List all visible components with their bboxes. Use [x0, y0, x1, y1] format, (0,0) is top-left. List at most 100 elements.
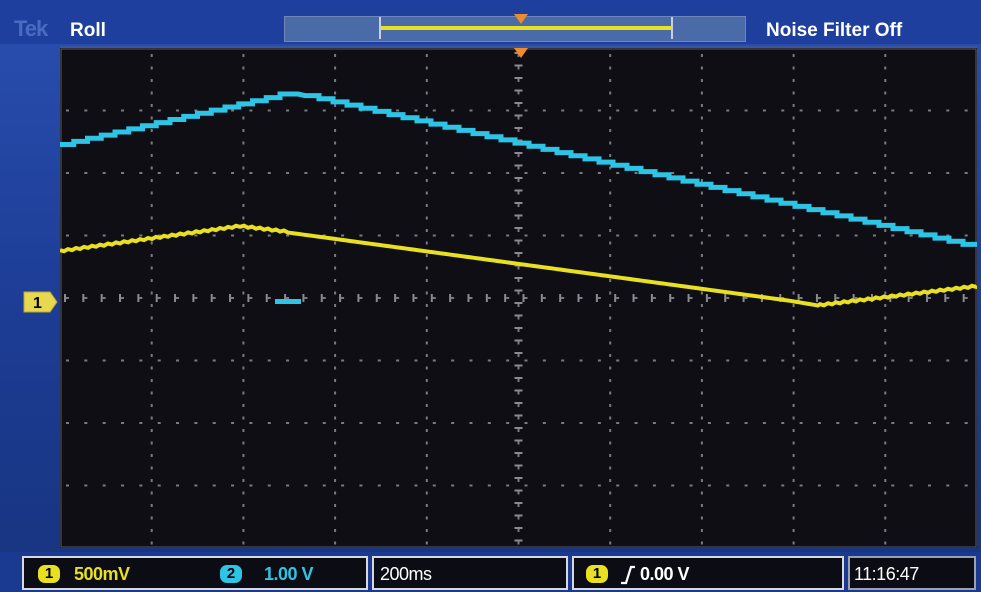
grid-dot	[242, 492, 244, 495]
grid-dot	[286, 485, 289, 487]
grid-dot	[194, 422, 197, 424]
grid-dot	[793, 529, 795, 532]
grid-dot	[525, 422, 528, 424]
grid-dot	[334, 417, 336, 420]
grid-dot	[671, 360, 674, 362]
center-tick	[515, 327, 523, 329]
grid-dot	[151, 292, 153, 295]
grid-dot	[793, 54, 795, 57]
grid-dot	[884, 454, 886, 457]
grid-dot	[701, 279, 703, 282]
grid-dot	[242, 317, 244, 320]
grid-dot	[469, 422, 472, 424]
grid-dot	[763, 172, 766, 174]
grid-dot	[884, 529, 886, 532]
waveform-display[interactable]	[60, 46, 977, 548]
grid-dot	[426, 367, 428, 370]
grid-dot	[609, 217, 611, 220]
grid-dot	[708, 360, 711, 362]
grid-dot	[690, 235, 693, 237]
trigger-source-badge: 1	[586, 565, 608, 583]
grid-dot	[334, 367, 336, 370]
grid-dot	[469, 110, 472, 112]
grid-dot	[701, 154, 703, 157]
grid-dot	[701, 254, 703, 257]
grid-dot	[231, 485, 234, 487]
grid-dot	[396, 485, 399, 487]
vertical-scale-readout[interactable]: 1 500mV 2 1.00 V	[22, 556, 368, 590]
grid-dot	[701, 304, 703, 307]
grid-dot	[121, 485, 124, 487]
grid-dot	[891, 422, 894, 424]
grid-dot	[910, 360, 913, 362]
trigger-position-marker-icon	[514, 48, 528, 58]
grid-dot	[928, 172, 931, 174]
timebase-readout[interactable]: 200ms	[372, 556, 568, 590]
grid-dot	[598, 297, 601, 299]
grid-dot	[66, 297, 69, 299]
grid-dot	[414, 360, 417, 362]
grid-dot	[121, 297, 124, 299]
center-tick	[669, 294, 671, 302]
grid-dot	[414, 485, 417, 487]
grid-dot	[334, 329, 336, 332]
grid-dot	[359, 422, 362, 424]
grid-dot	[884, 504, 886, 507]
grid-dot	[855, 422, 858, 424]
trigger-position-icon	[514, 14, 528, 24]
grid-dot	[653, 110, 656, 112]
grid-dot	[793, 179, 795, 182]
channel-1-ground-marker[interactable]: 1	[22, 290, 58, 314]
grid-dot	[176, 360, 179, 362]
center-tick	[449, 294, 451, 302]
grid-dot	[518, 329, 520, 332]
center-tick	[82, 294, 84, 302]
grid-dot	[151, 454, 153, 457]
grid-dot	[378, 172, 381, 174]
grid-dot	[745, 110, 748, 112]
grid-dot	[414, 297, 417, 299]
grid-dot	[334, 317, 336, 320]
grid-dot	[781, 422, 784, 424]
grid-dot	[965, 297, 968, 299]
grid-dot	[242, 192, 244, 195]
grid-dot	[946, 422, 949, 424]
grid-dot	[151, 467, 153, 470]
grid-dot	[884, 304, 886, 307]
grid-dot	[242, 129, 244, 132]
clock-time: 11:16:47	[854, 564, 919, 585]
grid-dot	[359, 485, 362, 487]
grid-dot	[726, 360, 729, 362]
grid-dot	[855, 172, 858, 174]
grid-dot	[884, 342, 886, 345]
grid-dot	[609, 329, 611, 332]
grid-dot	[378, 485, 381, 487]
grid-dot	[194, 172, 197, 174]
center-tick	[515, 252, 523, 254]
grid-dot	[451, 360, 454, 362]
grid-dot	[793, 192, 795, 195]
grid-dot	[151, 179, 153, 182]
grid-dot	[334, 479, 336, 482]
grid-dot	[793, 167, 795, 170]
grid-dot	[609, 317, 611, 320]
grid-dot	[242, 92, 244, 95]
grid-dot	[598, 172, 601, 174]
grid-dot	[561, 235, 564, 237]
grid-dot	[690, 297, 693, 299]
grid-dot	[701, 229, 703, 232]
grid-dot	[653, 297, 656, 299]
grid-dot	[671, 172, 674, 174]
grid-dot	[965, 422, 968, 424]
grid-dot	[378, 360, 381, 362]
grid-dot	[242, 379, 244, 382]
grid-dot	[701, 192, 703, 195]
grid-dot	[341, 485, 344, 487]
grid-dot	[66, 422, 69, 424]
grid-dot	[213, 422, 216, 424]
grid-dot	[334, 167, 336, 170]
grid-dot	[334, 104, 336, 107]
grid-dot	[121, 422, 124, 424]
grid-dot	[151, 104, 153, 107]
trigger-readout[interactable]: 1 0.00 V	[572, 556, 844, 590]
